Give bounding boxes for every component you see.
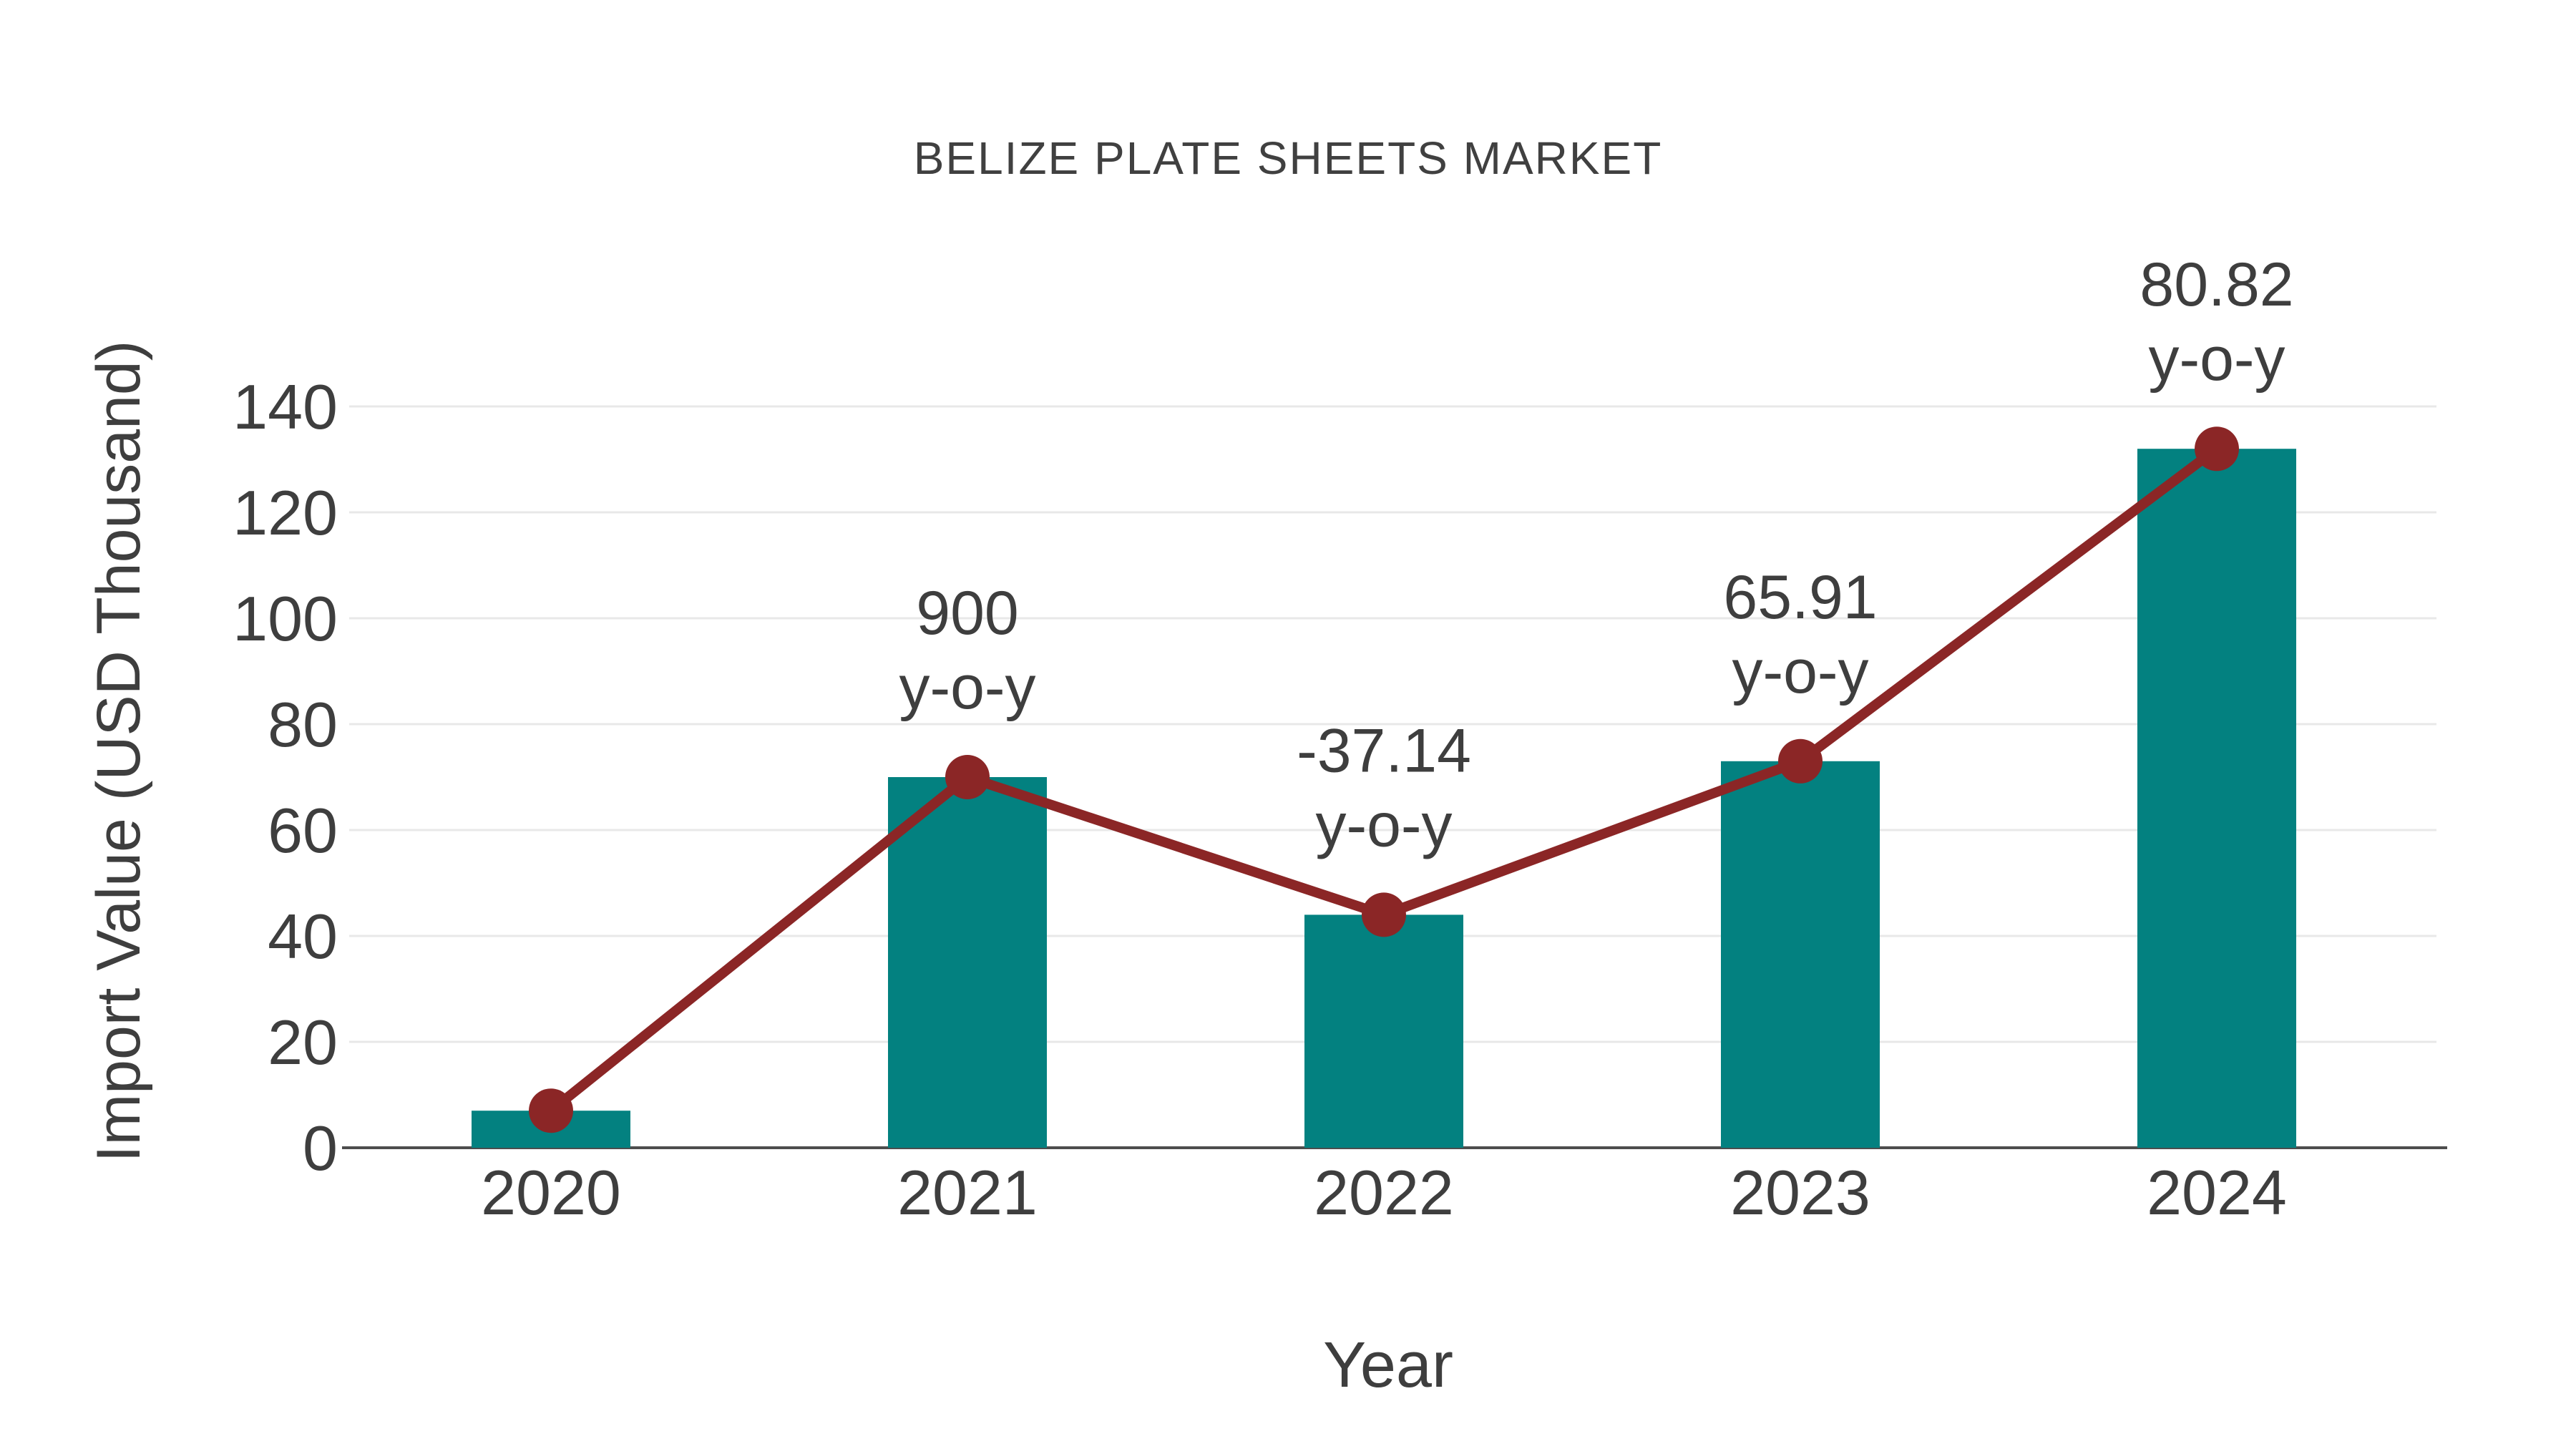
y-tick-label: 60 (268, 795, 338, 866)
yoy-annotation: 65.91y-o-y (1723, 563, 1877, 706)
x-tick-label: 2024 (2147, 1157, 2287, 1228)
x-tick-label: 2020 (481, 1157, 621, 1228)
yoy-annotation-label: y-o-y (2148, 325, 2285, 394)
yoy-annotation-value: -37.14 (1297, 716, 1471, 785)
y-tick-label: 40 (268, 901, 338, 972)
yoy-annotation-value: 65.91 (1723, 563, 1877, 632)
yoy-annotation-value: 80.82 (2140, 250, 2293, 319)
y-tick-label: 80 (268, 689, 338, 760)
markers-layer (529, 426, 2239, 1133)
x-axis-title: Year (1323, 1330, 1453, 1401)
bar (1721, 761, 1880, 1148)
x-tick-labels: 2020 2021 2022 2023 2024 (481, 1157, 2287, 1228)
yoy-annotation-label: y-o-y (899, 653, 1035, 722)
data-point-marker (1778, 738, 1823, 784)
y-tick-label: 120 (233, 477, 338, 548)
x-tick-label: 2021 (897, 1157, 1038, 1228)
bar (1304, 914, 1463, 1148)
data-point-marker (945, 755, 990, 799)
gridlines-layer (349, 405, 2436, 1043)
y-axis-title: Import Value (USD Thousand) (84, 341, 153, 1163)
data-point-marker (529, 1088, 573, 1133)
y-tick-label: 20 (268, 1007, 338, 1078)
bar (2137, 449, 2296, 1148)
y-tick-label: 140 (233, 371, 338, 442)
y-tick-label: 0 (303, 1113, 338, 1184)
yoy-annotation-label: y-o-y (1315, 791, 1452, 859)
y-tick-label: 100 (233, 583, 338, 654)
chart-title: BELIZE PLATE SHEETS MARKET (914, 132, 1663, 184)
bar (888, 777, 1047, 1148)
data-point-marker (1362, 892, 1406, 937)
yoy-annotation: 80.82y-o-y (2140, 250, 2293, 394)
x-tick-label: 2023 (1730, 1157, 1870, 1228)
x-tick-label: 2022 (1314, 1157, 1454, 1228)
yoy-annotation: -37.14y-o-y (1297, 716, 1471, 859)
yoy-annotation-label: y-o-y (1732, 638, 1868, 706)
data-point-marker (2195, 426, 2239, 472)
yoy-annotation-value: 900 (916, 579, 1019, 648)
bars-layer (472, 449, 2296, 1148)
y-tick-labels: 0 20 40 60 80 100 120 140 (233, 371, 338, 1184)
